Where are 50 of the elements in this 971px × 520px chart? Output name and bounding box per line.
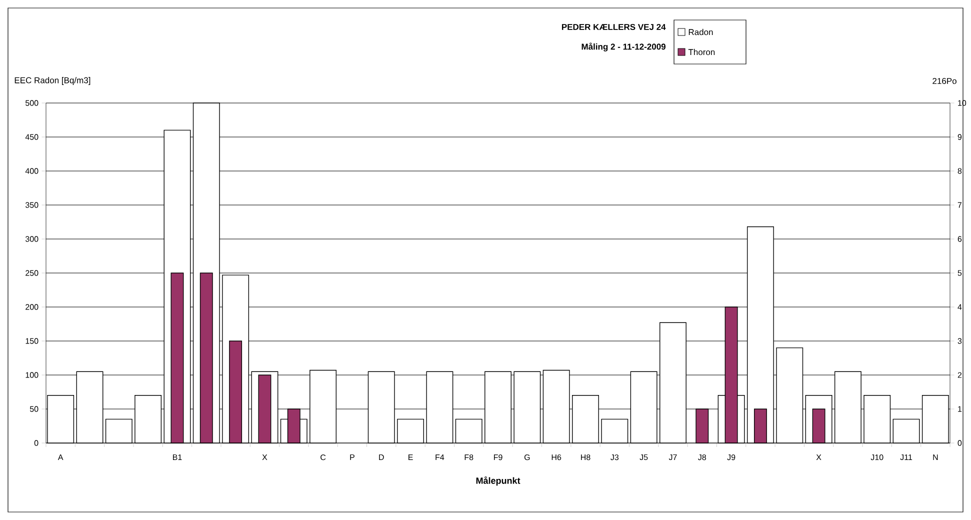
x-tick-label: J3 xyxy=(610,454,619,460)
x-tick-label: G xyxy=(524,454,530,460)
y-tick-label: 300 xyxy=(25,236,38,242)
x-tick-label: H8 xyxy=(581,454,590,460)
y2-tick-label: 4 xyxy=(958,304,962,310)
y2-tick-label: 2 xyxy=(958,372,962,378)
y2-tick-label: 5 xyxy=(958,270,962,276)
x-tick-label: D xyxy=(379,454,384,460)
y2-tick-label: 6 xyxy=(958,236,962,242)
x-tick-label: J7 xyxy=(668,454,677,460)
x-tick-label: F4 xyxy=(436,454,444,460)
y-tick-label: 100 xyxy=(26,372,38,378)
x-tick-label: J9 xyxy=(727,454,736,460)
y-tick-label: 50 xyxy=(30,406,38,412)
x-tick-label: E xyxy=(408,454,413,460)
x-tick-label: H6 xyxy=(552,454,562,460)
y-tick-label: 350 xyxy=(25,202,38,208)
y2-tick-label: 8 xyxy=(958,168,962,174)
x-tick-label: J11 xyxy=(900,454,912,460)
x-tick-label: F8 xyxy=(464,454,474,460)
y2-tick-label: 7 xyxy=(958,202,962,208)
x-tick-label: A xyxy=(58,454,64,460)
y-tick-label: 400 xyxy=(25,168,38,174)
legend-label: Radon xyxy=(688,28,713,36)
x-tick-label: J8 xyxy=(698,454,706,460)
y-tick-label: 250 xyxy=(26,270,38,276)
y2-tick-label: 3 xyxy=(958,338,962,344)
x-tick-label: P xyxy=(350,454,354,460)
x-tick-label: C xyxy=(320,454,326,460)
x-axis-title: Målepunkt xyxy=(476,476,520,486)
x-tick-label: F9 xyxy=(494,454,502,460)
y-tick-label: 500 xyxy=(26,100,38,106)
x-tick-label: X xyxy=(262,454,268,460)
chart-title: PEDER KÆLLERS VEJ 24 xyxy=(562,24,666,30)
y-axis-title: EEC Radon [Bq/m3] xyxy=(14,77,90,85)
y2-tick-label: 1 xyxy=(958,406,962,412)
y-tick-label: 150 xyxy=(26,338,38,344)
x-tick-label: J5 xyxy=(640,454,648,460)
y-tick-label: 200 xyxy=(26,304,38,310)
x-tick-label: X xyxy=(816,454,822,460)
y-tick-label: 0 xyxy=(34,440,38,446)
legend-label: Thoron xyxy=(688,48,715,56)
x-tick-label: N xyxy=(933,454,938,460)
y-tick-label: 450 xyxy=(25,134,38,140)
x-tick-label: J10 xyxy=(870,454,884,460)
y2-tick-label: 9 xyxy=(958,134,962,140)
x-tick-label: B1 xyxy=(172,454,182,460)
y2-tick-label: 0 xyxy=(958,440,962,446)
y2-axis-title: 216Po xyxy=(932,78,956,84)
chart-subtitle: Måling 2 - 11-12-2009 xyxy=(582,42,666,52)
